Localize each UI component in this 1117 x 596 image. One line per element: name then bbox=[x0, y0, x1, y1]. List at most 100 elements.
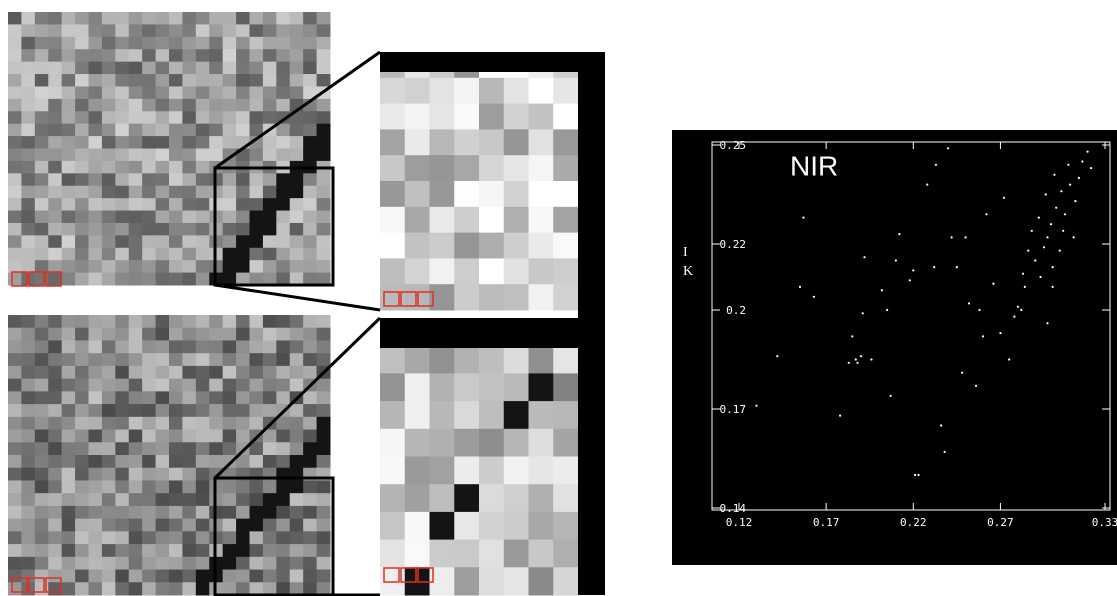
pixel bbox=[75, 247, 89, 261]
pixel bbox=[21, 98, 36, 112]
pixel bbox=[142, 111, 157, 125]
pixel bbox=[48, 569, 63, 583]
pixel bbox=[249, 544, 264, 558]
pixel bbox=[155, 442, 170, 456]
pixel bbox=[195, 455, 210, 469]
pixel bbox=[61, 123, 76, 137]
pixel bbox=[316, 569, 331, 583]
pixel bbox=[142, 136, 157, 149]
pixel bbox=[61, 429, 76, 443]
pixel bbox=[316, 222, 331, 236]
pixel bbox=[21, 12, 36, 25]
pixel bbox=[553, 77, 579, 105]
pixel bbox=[21, 61, 36, 75]
pixel bbox=[249, 315, 264, 329]
pixel bbox=[61, 98, 76, 112]
pixel bbox=[8, 98, 22, 112]
pixel bbox=[155, 36, 170, 50]
pixel bbox=[249, 12, 264, 25]
pixel bbox=[262, 148, 277, 162]
pixel bbox=[115, 74, 130, 87]
pixel bbox=[48, 404, 63, 418]
pixel bbox=[75, 49, 89, 63]
pixel bbox=[155, 531, 170, 545]
point bbox=[755, 404, 758, 407]
pixel bbox=[289, 455, 304, 469]
point bbox=[1042, 246, 1046, 249]
pixel bbox=[8, 222, 22, 236]
pixel bbox=[195, 480, 210, 494]
pixel bbox=[101, 12, 116, 25]
pixel bbox=[88, 315, 103, 329]
pixel bbox=[75, 556, 89, 571]
y-tick-label: 0.22 bbox=[720, 238, 747, 251]
pixel bbox=[249, 505, 264, 520]
pixel bbox=[553, 428, 579, 457]
pixel bbox=[249, 582, 264, 596]
pixel bbox=[195, 404, 210, 418]
pixel bbox=[316, 36, 331, 50]
pixel bbox=[316, 260, 331, 274]
pixel bbox=[262, 86, 277, 100]
pixel bbox=[276, 556, 291, 571]
pixel bbox=[142, 518, 157, 532]
pixel bbox=[236, 505, 250, 520]
pixel bbox=[21, 556, 36, 571]
pixel bbox=[61, 327, 76, 341]
black-strip bbox=[578, 52, 605, 595]
pixel bbox=[155, 12, 170, 25]
pixel bbox=[236, 404, 250, 418]
pixel bbox=[316, 272, 331, 286]
pixel bbox=[276, 391, 291, 405]
pixel bbox=[182, 340, 197, 354]
pixel bbox=[88, 531, 103, 545]
pixel bbox=[48, 556, 63, 571]
point bbox=[999, 332, 1002, 335]
pixel bbox=[88, 260, 103, 274]
pixel bbox=[195, 36, 210, 50]
pixel bbox=[128, 49, 143, 63]
pixel bbox=[155, 505, 170, 520]
pixel bbox=[142, 12, 157, 25]
pixel bbox=[303, 365, 318, 380]
pixel bbox=[34, 365, 49, 380]
pixel bbox=[249, 36, 264, 50]
pixel bbox=[155, 222, 170, 236]
pixel bbox=[262, 198, 277, 212]
pixel bbox=[34, 416, 49, 431]
pixel bbox=[303, 429, 318, 443]
pixel bbox=[404, 258, 430, 285]
point bbox=[861, 312, 864, 315]
pixel bbox=[479, 539, 505, 568]
pixel bbox=[249, 391, 264, 405]
pixel bbox=[128, 24, 143, 38]
pixel bbox=[21, 518, 36, 532]
pixel bbox=[128, 518, 143, 532]
pixel bbox=[155, 416, 170, 431]
pixel bbox=[8, 61, 22, 75]
point bbox=[992, 282, 995, 285]
pixel bbox=[21, 505, 36, 520]
pixel bbox=[48, 247, 63, 261]
pixel bbox=[155, 365, 170, 380]
pixel bbox=[182, 404, 197, 418]
pixel bbox=[61, 315, 76, 329]
pixel bbox=[61, 455, 76, 469]
pixel bbox=[75, 391, 89, 405]
pixel bbox=[262, 98, 277, 112]
pixel bbox=[454, 456, 480, 485]
pixel bbox=[88, 98, 103, 112]
pixel bbox=[222, 74, 237, 87]
pixel bbox=[182, 24, 197, 38]
pixel bbox=[75, 210, 89, 224]
pixel bbox=[88, 123, 103, 137]
x-tick-label: 0.17 bbox=[813, 516, 840, 529]
pixel bbox=[75, 544, 89, 558]
pixel bbox=[553, 181, 579, 208]
pixel bbox=[101, 74, 116, 87]
pixel bbox=[182, 378, 197, 392]
pixel bbox=[48, 442, 63, 456]
pixel bbox=[553, 206, 579, 234]
pixel bbox=[34, 185, 49, 199]
pixel bbox=[479, 232, 505, 259]
